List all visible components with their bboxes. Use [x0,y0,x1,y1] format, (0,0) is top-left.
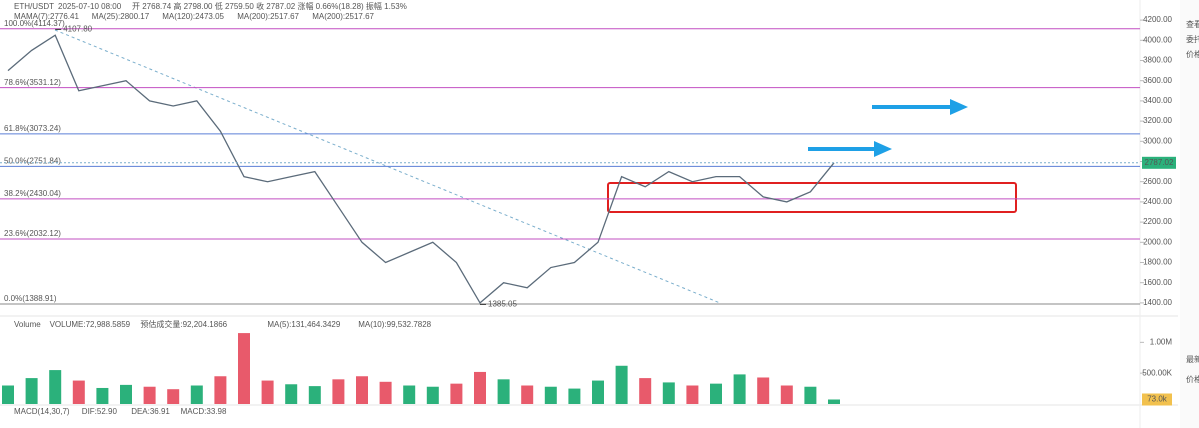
macd-header: MACD:33.98 [181,407,227,416]
symbol: ETH/USDT [14,2,54,11]
volume-bar [592,380,604,404]
volume-bar [710,383,722,404]
volume-bar [686,385,699,404]
volume-bar [497,379,510,404]
side-label[interactable]: 查看 [1186,19,1199,29]
fib-label: 38.2%(2430.04) [4,189,61,198]
volume-last-box [1142,393,1172,406]
last-price-box [1142,156,1176,169]
ma-label: MA(25):2800.17 [92,12,150,21]
volume-bar [615,365,628,404]
volume-bar [167,389,180,404]
volume-header: MA(10):99,532.7828 [358,320,431,329]
ohlc: 开 2768.74 高 2798.00 低 2759.50 收 2787.02 … [132,1,407,11]
y-tick-label: 3400.00 [1143,96,1172,105]
volume-bar [379,381,392,404]
y-tick-label: 1400.00 [1143,298,1172,307]
fib-label: 78.6%(3531.12) [4,78,61,87]
annotation-label: 4107.80 [63,25,92,34]
y-tick-label: 3800.00 [1143,56,1172,65]
time: 2025-07-10 08:00 [58,2,122,11]
volume-bar [49,370,62,404]
y-tick-label: 3200.00 [1143,116,1172,125]
volume-bar [780,385,793,404]
volume-bar [2,385,14,404]
macd-header: MACD(14,30,7) [14,407,70,416]
ma-label: MA(200):2517.67 [312,12,374,21]
macd-header: DEA:36.91 [131,407,170,416]
volume-bar [120,384,132,404]
y-tick-label: 4200.00 [1143,15,1172,24]
annotation-label: 1385.05 [488,300,517,309]
volume-bar [828,399,840,404]
volume-bar [450,383,463,404]
y-tick-label: 500.00K [1142,368,1172,377]
y-tick-label: 2000.00 [1143,237,1172,246]
volume-bar [96,387,109,404]
y-tick-label: 1.00M [1150,337,1173,346]
volume-header: Volume [14,320,41,329]
volume-bar [568,388,581,404]
y-tick-label: 4000.00 [1143,35,1172,44]
fib-label: 0.0%(1388.91) [4,294,57,303]
volume-bar [72,380,85,404]
fib-label: 100.0%(4114.37) [4,19,65,28]
arrow [872,99,968,115]
volume-bar [521,385,534,404]
side-label[interactable]: 委托 [1186,34,1199,44]
volume-last-label: 73.0k [1147,395,1168,404]
ma-title: MA [14,12,27,21]
volume-bar [733,374,746,404]
volume-header: VOLUME:72,988.5859 [50,320,131,329]
volume-header: MA(5):131,464.3429 [267,320,340,329]
highlight-box [607,182,1017,213]
y-tick-label: 3000.00 [1143,136,1172,145]
ma-label: MA(200):2517.67 [237,12,299,21]
side-label[interactable]: 最新 [1186,354,1199,364]
arrow [808,141,892,157]
volume-bar [804,386,817,404]
macd-header: DIF:52.90 [82,407,118,416]
volume-bar [474,371,486,404]
volume-bar [639,378,652,404]
volume-bar [332,379,345,404]
last-price-label: 2787.02 [1145,158,1174,167]
fib-label: 50.0%(2751.84) [4,156,61,165]
y-tick-label: 1600.00 [1143,278,1172,287]
fib-label: 61.8%(3073.24) [4,124,61,133]
volume-bar [214,376,227,404]
volume-header: 预估成交量:92,204.1866 [140,319,227,329]
volume-bar [261,380,274,404]
fib-label: 23.6%(2032.12) [4,229,61,238]
y-tick-label: 2200.00 [1143,217,1172,226]
volume-bar [143,386,156,404]
volume-bar [238,333,250,404]
side-panel [1180,0,1199,428]
volume-bar [757,377,770,404]
volume-bar [308,386,321,404]
volume-bar [403,385,416,404]
y-tick-label: 2600.00 [1143,177,1172,186]
volume-bar [285,384,298,404]
y-tick-label: 3600.00 [1143,76,1172,85]
volume-bar [190,385,203,404]
side-label: 价格 [1186,49,1199,59]
volume-bar [544,386,557,404]
volume-bar [426,386,439,404]
ma-label: MA(120):2473.05 [162,12,224,21]
side-label: 价格 [1186,374,1199,384]
y-tick-label: 2400.00 [1143,197,1172,206]
volume-bar [356,376,368,404]
price-line [7,34,835,304]
ma-label: MA(7):2776.41 [26,12,79,21]
volume-bar [662,382,675,404]
volume-bar [25,378,38,404]
y-tick-label: 1800.00 [1143,258,1172,267]
